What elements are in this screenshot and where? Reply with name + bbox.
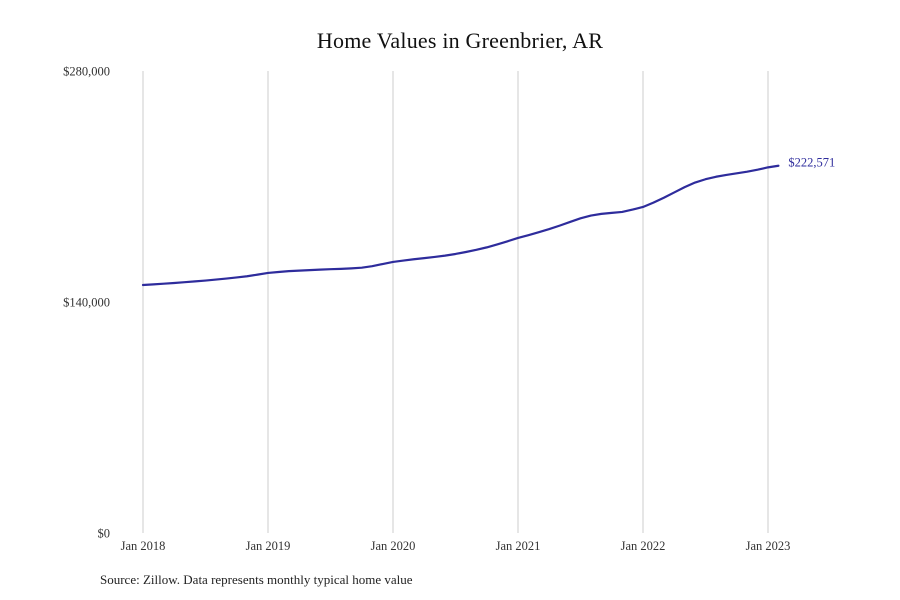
x-tick-label: Jan 2020 (371, 539, 416, 553)
x-tick-label: Jan 2023 (746, 539, 791, 553)
source-note: Source: Zillow. Data represents monthly … (100, 572, 413, 587)
x-axis-labels: Jan 2018 Jan 2019 Jan 2020 Jan 2021 Jan 2022… (121, 539, 791, 553)
chart-title: Home Values in Greenbrier, AR (316, 28, 604, 53)
y-axis-labels: $0 $140,000 $280,000 (63, 65, 110, 541)
home-value-line (141, 164, 780, 287)
x-tick-label: Jan 2022 (621, 539, 666, 553)
y-tick-label: $0 (98, 527, 111, 541)
end-value-label: $222,571 (788, 155, 835, 169)
x-tick-label: Jan 2019 (246, 539, 291, 553)
y-tick-label: $140,000 (63, 296, 110, 310)
x-tick-label: Jan 2018 (121, 539, 166, 553)
gridlines (142, 71, 769, 533)
x-tick-label: Jan 2021 (496, 539, 541, 553)
y-tick-label: $280,000 (63, 65, 110, 79)
